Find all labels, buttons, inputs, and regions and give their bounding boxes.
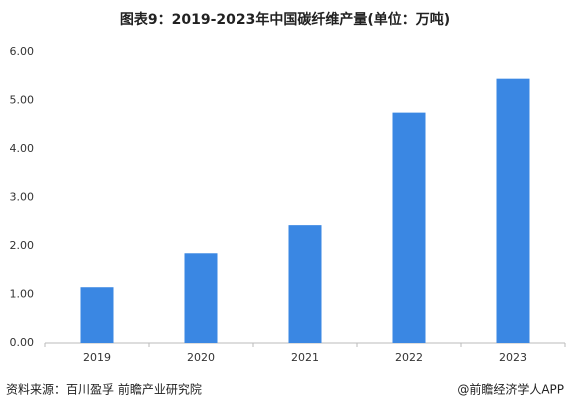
x-tick-label: 2021 bbox=[291, 351, 319, 364]
source-note: 资料来源：百川盈孚 前瞻产业研究院 bbox=[6, 382, 202, 397]
brand-note: @前瞻经济学人APP bbox=[457, 382, 564, 397]
bar bbox=[288, 225, 322, 343]
y-tick-label: 1.00 bbox=[10, 288, 35, 301]
y-tick-label: 5.00 bbox=[10, 94, 35, 107]
y-tick-label: 4.00 bbox=[10, 142, 35, 155]
bar bbox=[80, 287, 114, 343]
chart-title: 图表9：2019-2023年中国碳纤维产量(单位：万吨) bbox=[120, 11, 450, 28]
x-tick-label: 2022 bbox=[395, 351, 423, 364]
y-tick-label: 3.00 bbox=[10, 191, 35, 204]
y-tick-label: 6.00 bbox=[10, 45, 35, 58]
x-tick-label: 2019 bbox=[83, 351, 111, 364]
bar bbox=[496, 78, 530, 344]
y-tick-label: 2.00 bbox=[10, 239, 35, 252]
bar bbox=[184, 253, 218, 343]
x-tick-label: 2023 bbox=[499, 351, 527, 364]
y-tick-label: 0.00 bbox=[10, 336, 35, 349]
bar bbox=[392, 112, 426, 343]
x-tick-label: 2020 bbox=[187, 351, 215, 364]
